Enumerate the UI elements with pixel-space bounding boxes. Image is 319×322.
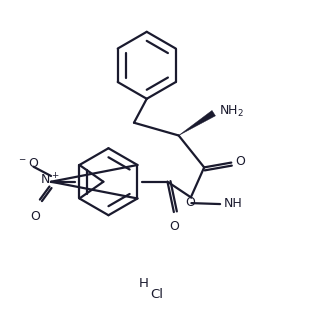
Text: NH: NH	[224, 197, 243, 210]
Text: O: O	[235, 156, 245, 168]
Text: Cl: Cl	[150, 288, 163, 301]
Text: O: O	[30, 211, 40, 223]
Text: N$^+$: N$^+$	[40, 173, 59, 188]
Text: NH$_2$: NH$_2$	[219, 104, 243, 119]
Text: O: O	[185, 196, 195, 209]
Text: $^-$O: $^-$O	[17, 157, 39, 170]
Polygon shape	[179, 110, 215, 136]
Text: H: H	[139, 277, 148, 290]
Text: O: O	[169, 220, 179, 233]
